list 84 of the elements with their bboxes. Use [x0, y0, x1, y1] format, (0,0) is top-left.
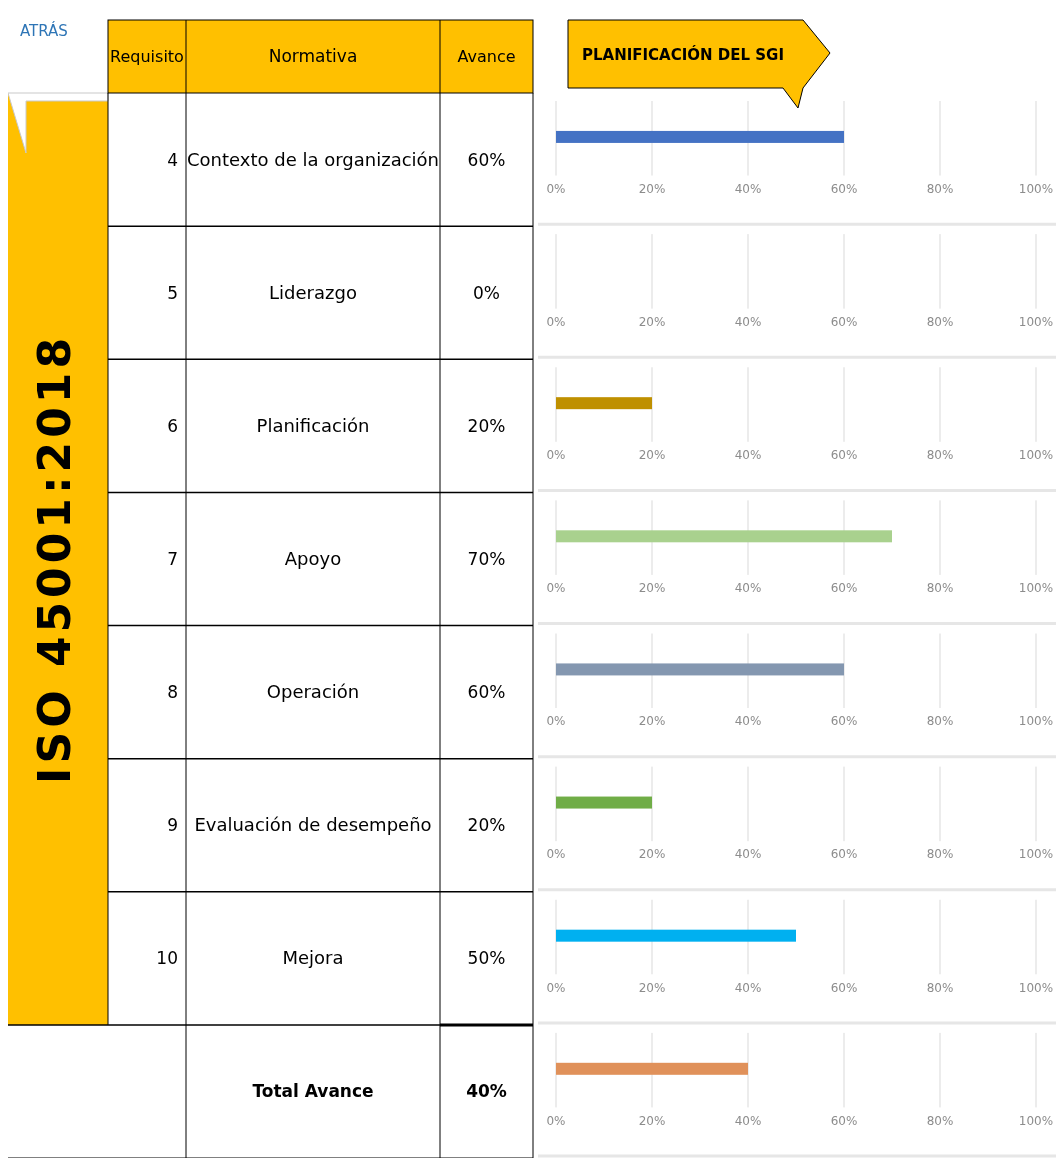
- text: 20%: [638, 980, 666, 995]
- text: 60%: [830, 714, 858, 729]
- y-tick-label: Apoyo: [284, 547, 342, 569]
- text: 7: [167, 548, 178, 569]
- x-tick-label: 80%: [926, 1113, 954, 1128]
- text: 0%: [546, 181, 566, 196]
- y-tick-label: Contexto de la organización: [187, 148, 439, 170]
- text: 0%: [546, 448, 566, 463]
- text: 40%: [734, 847, 762, 862]
- x-tick-label: 20%: [638, 1113, 666, 1128]
- text: 60%: [830, 847, 858, 862]
- bar: [556, 130, 844, 143]
- text: 0%: [546, 847, 566, 862]
- x-tick-label: 60%: [830, 1113, 858, 1128]
- data-label: 60%: [467, 149, 506, 170]
- data-label: 0%: [473, 282, 500, 303]
- bar: [556, 530, 892, 543]
- text: 80%: [926, 448, 954, 463]
- chart-title: PLANIFICACIÓN DEL SGI: [581, 45, 785, 64]
- text: 100%: [1018, 314, 1054, 329]
- text: 9: [167, 815, 178, 836]
- text: 8: [167, 682, 178, 703]
- text: 20%: [638, 181, 666, 196]
- text: 60%: [830, 980, 858, 995]
- text: 60%: [830, 448, 858, 463]
- text: 20%: [638, 714, 666, 729]
- text: 100%: [1018, 980, 1054, 995]
- text: 0%: [546, 714, 566, 729]
- bar: [556, 929, 796, 942]
- text: ATRÁS: [20, 21, 68, 40]
- y-axis-title: Normativa: [268, 46, 358, 66]
- text: 5: [167, 282, 178, 303]
- data-label: 70%: [467, 548, 506, 569]
- data-label: 20%: [467, 415, 506, 436]
- bar: [556, 663, 844, 676]
- data-label: 40%: [466, 1081, 507, 1102]
- text: 60%: [830, 181, 858, 196]
- bar: [556, 397, 652, 410]
- text: Requisito: [110, 47, 184, 66]
- text: 20%: [638, 847, 666, 862]
- text: 80%: [926, 980, 954, 995]
- text: 80%: [926, 314, 954, 329]
- text: 100%: [1018, 181, 1054, 196]
- y-tick-label: Liderazgo: [269, 281, 357, 303]
- x-tick-label: 0%: [546, 1113, 566, 1128]
- text: 40%: [734, 980, 762, 995]
- y-tick-label: Planificación: [256, 414, 370, 436]
- text: 40%: [734, 314, 762, 329]
- text: 6: [167, 415, 178, 436]
- text: Avance: [457, 47, 516, 66]
- text: 40%: [734, 714, 762, 729]
- y-tick-label: Evaluación de desempeño: [194, 814, 432, 836]
- text: 40%: [734, 181, 762, 196]
- text: 80%: [926, 714, 954, 729]
- bar: [556, 1062, 748, 1075]
- text: 60%: [830, 314, 858, 329]
- text: 80%: [926, 181, 954, 196]
- text: 100%: [1018, 581, 1054, 596]
- y-tick-label: Operación: [266, 681, 360, 703]
- data-label: 60%: [467, 682, 506, 703]
- text: 4: [167, 149, 178, 170]
- text: 0%: [546, 980, 566, 995]
- x-tick-label: 40%: [734, 1113, 762, 1128]
- text: 40%: [734, 448, 762, 463]
- text: 20%: [638, 314, 666, 329]
- data-label: 20%: [467, 815, 506, 836]
- text: 40%: [734, 581, 762, 596]
- text: ISO 45001:2018: [29, 333, 80, 784]
- text: 10: [156, 948, 178, 969]
- text: 20%: [638, 581, 666, 596]
- text: 100%: [1018, 714, 1054, 729]
- text: 0%: [546, 314, 566, 329]
- text: 100%: [1018, 448, 1054, 463]
- text: 60%: [830, 581, 858, 596]
- y-tick-label: Mejora: [282, 947, 344, 969]
- text: 20%: [638, 448, 666, 463]
- y-tick-label: Total Avance: [252, 1081, 374, 1102]
- x-tick-label: 100%: [1018, 1113, 1054, 1128]
- text: 0%: [546, 581, 566, 596]
- data-label: 50%: [467, 948, 506, 969]
- text: 80%: [926, 847, 954, 862]
- text: 80%: [926, 581, 954, 596]
- bar: [556, 796, 652, 809]
- text: 100%: [1018, 847, 1054, 862]
